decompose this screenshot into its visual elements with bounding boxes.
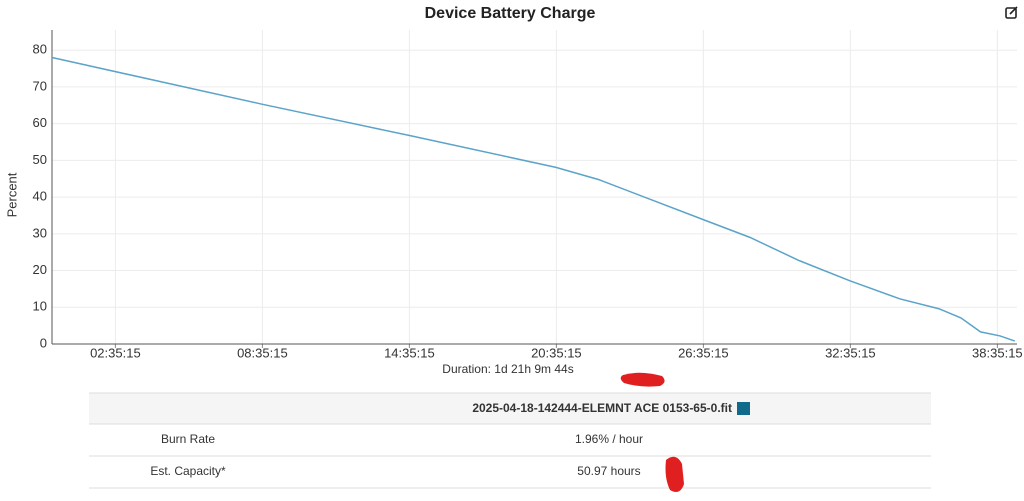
- y-tick-label: 50: [33, 152, 47, 167]
- x-tick-label: 32:35:15: [825, 345, 876, 360]
- y-axis-label: Percent: [4, 172, 19, 217]
- y-tick-label: 20: [33, 262, 47, 277]
- edit-icon[interactable]: [1005, 6, 1018, 19]
- x-tick-label: 26:35:15: [678, 345, 729, 360]
- series-line: [51, 56, 1016, 342]
- table-header: [89, 393, 931, 424]
- redaction: [665, 456, 684, 492]
- x-tick-label: 20:35:15: [531, 345, 582, 360]
- table-row-label: Burn Rate: [161, 432, 215, 446]
- x-tick-label: 02:35:15: [90, 345, 141, 360]
- y-tick-label: 70: [33, 78, 47, 93]
- x-tick-label: 14:35:15: [384, 345, 435, 360]
- y-tick-label: 0: [40, 335, 47, 350]
- redaction: [620, 372, 665, 387]
- y-tick-label: 60: [33, 115, 47, 130]
- table-cell: 1.96% / hour: [575, 432, 643, 446]
- y-tick-label: 10: [33, 299, 47, 314]
- x-tick-label: 38:35:15: [972, 345, 1023, 360]
- legend-swatch: [737, 402, 750, 415]
- y-tick-label: 40: [33, 189, 47, 204]
- y-tick-label: 30: [33, 225, 47, 240]
- chart-title: Device Battery Charge: [425, 5, 596, 22]
- x-tick-label: 08:35:15: [237, 345, 288, 360]
- y-tick-label: 80: [33, 42, 47, 57]
- x-axis-label: Duration: 1d 21h 9m 44s: [442, 362, 573, 376]
- table-cell: 50.97 hours: [577, 464, 640, 478]
- legend-label: 2025-04-18-142444-ELEMNT ACE 0153-65-0.f…: [472, 401, 732, 415]
- table-row-label: Est. Capacity*: [150, 464, 226, 478]
